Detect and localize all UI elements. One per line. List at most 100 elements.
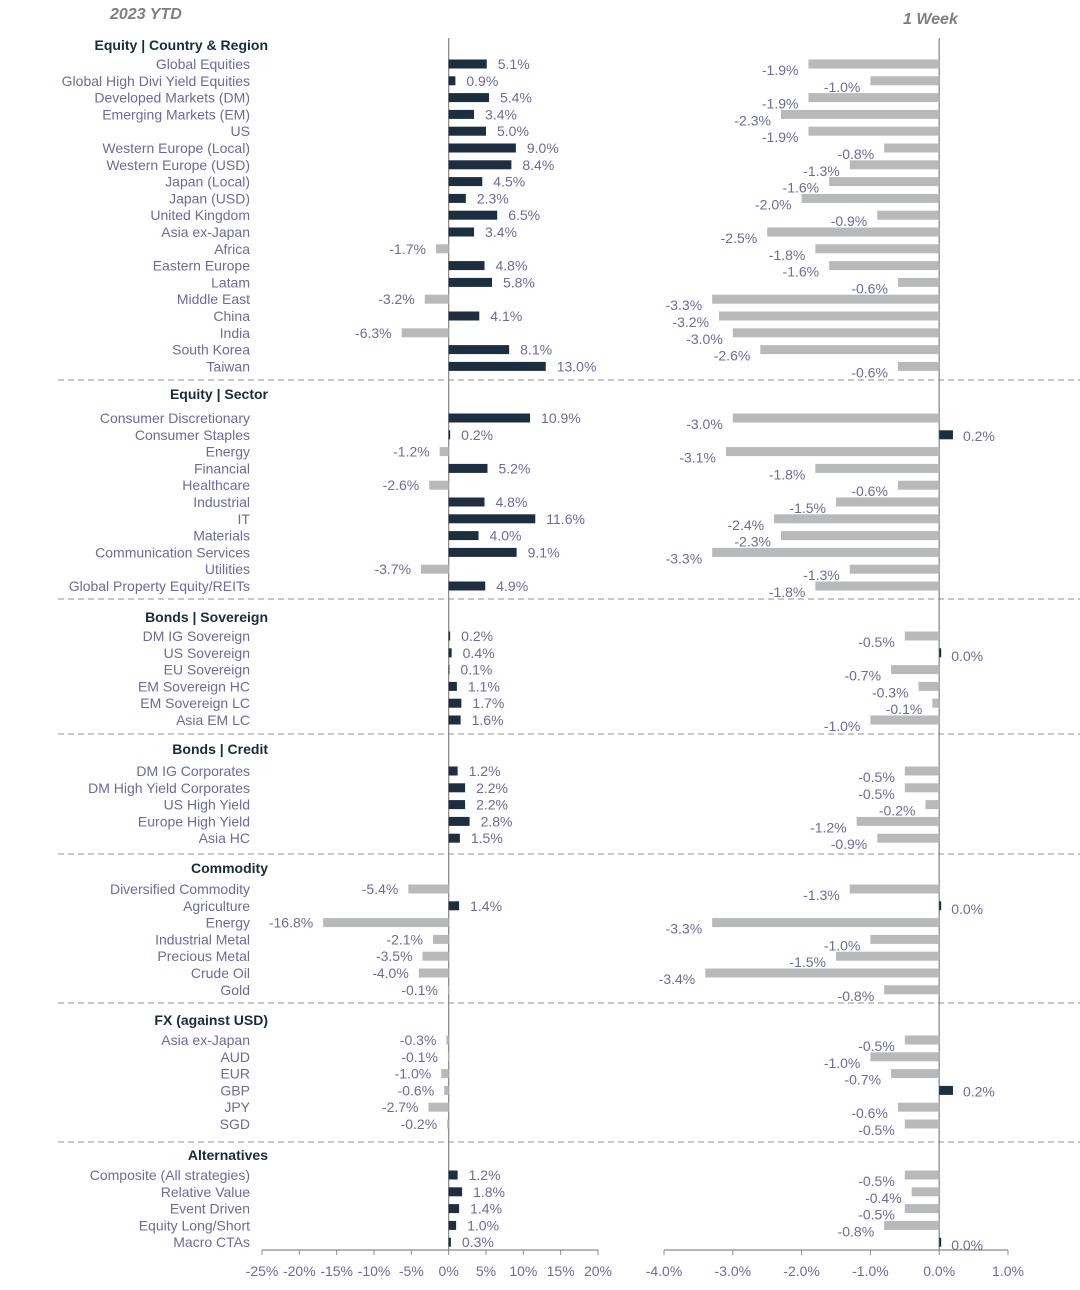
week-value-label: -0.7% [844,1072,881,1088]
ytd-bar-developed-markets-dm [448,93,489,103]
week-value-label: -2.3% [734,112,771,128]
ytd-value-label: -1.2% [393,444,430,460]
ytd-value-label: -1.7% [389,241,426,257]
ytd-value-label: -3.5% [376,948,413,964]
week-bar-gold [884,985,940,995]
week-bar-europe-high-yield [856,816,940,826]
category-label-agriculture: Agriculture [183,898,250,914]
ytd-bar-china [448,311,480,321]
ytd-value-label: 1.4% [470,1201,502,1217]
ytd-value-label: 2.3% [477,190,509,206]
category-label-taiwan: Taiwan [206,358,250,374]
week-value-label: -1.6% [783,264,820,280]
ytd-bar-event-driven [448,1204,460,1214]
category-label-emerging-markets-em: Emerging Markets (EM) [102,106,250,122]
ytd-value-label: 5.2% [498,460,530,476]
ytd-value-label: -3.2% [378,291,415,307]
ytd-value-label: 2.2% [476,780,508,796]
category-label-global-high-divi-yield-equities: Global High Divi Yield Equities [62,73,250,89]
week-bar-dm-high-yield-corporates [904,783,940,793]
week-value-label: -0.9% [831,836,868,852]
week-value-label: -1.2% [810,819,847,835]
week-bar-western-europe-usd [849,160,940,170]
week-bar-japan-usd [801,193,940,203]
category-label-united-kingdom: United Kingdom [150,207,250,223]
ytd-value-label: -2.6% [383,477,420,493]
week-tick-label: -4.0% [646,1263,683,1279]
category-label-europe-high-yield: Europe High Yield [138,813,250,829]
ytd-value-label: 1.5% [471,830,503,846]
week-bar-asia-ex-japan [904,1035,940,1045]
category-label-us-high-yield: US High Yield [164,797,250,813]
ytd-bar-western-europe-local [448,143,516,153]
week-value-label: -1.8% [769,247,806,263]
ytd-value-label: 1.4% [470,898,502,914]
ytd-value-label: 4.1% [490,308,522,324]
category-label-japan-usd: Japan (USD) [169,190,250,206]
week-bar-equity-long-short [884,1220,940,1230]
ytd-value-label: 1.2% [469,1167,501,1183]
ytd-bar-latam [448,277,492,287]
ytd-bar-em-sovereign-lc [448,698,462,708]
week-value-label: -1.9% [762,96,799,112]
week-bar-relative-value [911,1187,940,1197]
ytd-value-label: 1.2% [469,763,501,779]
category-label-consumer-staples: Consumer Staples [135,427,250,443]
ytd-bar-utilities [421,564,449,574]
week-value-label: -0.5% [858,1207,895,1223]
section-header-bonds-credit: Bonds | Credit [172,741,268,757]
week-bar-composite-all-strategies [904,1170,940,1180]
ytd-bar-em-sovereign-hc [448,681,457,691]
week-value-label: -0.5% [858,1122,895,1138]
week-bar-it [774,514,940,524]
ytd-bar-asia-ex-japan [446,1035,449,1045]
week-bar-financial [815,463,940,473]
ytd-bar-energy [439,447,449,457]
ytd-bar-us-high-yield [448,800,466,810]
week-tick-label: -3.0% [715,1263,752,1279]
week-bar-industrial-metal [870,934,940,944]
ytd-value-label: -2.7% [382,1099,419,1115]
category-label-em-sovereign-hc: EM Sovereign HC [138,678,250,694]
ytd-bar-south-korea [448,345,510,355]
week-bar-japan-local [829,177,940,187]
ytd-bar-healthcare [429,480,449,490]
category-label-aud: AUD [220,1049,250,1065]
ytd-bar-consumer-staples [448,430,451,440]
week-value-label: -3.0% [686,416,723,432]
week-bar-macro-ctas [939,1237,942,1247]
category-label-industrial-metal: Industrial Metal [155,931,250,947]
week-bar-sgd [904,1119,940,1129]
category-label-dm-ig-sovereign: DM IG Sovereign [143,628,250,644]
category-label-equity-long-short: Equity Long/Short [139,1217,250,1233]
category-label-event-driven: Event Driven [170,1201,250,1217]
category-label-precious-metal: Precious Metal [157,948,250,964]
week-value-label: -1.0% [824,718,861,734]
week-bar-gbp [939,1085,953,1095]
axes: -25% -20% -15% -10% -5% 0% 5% 10% 15% 20% -4.0% -3.… [246,38,1024,1279]
ytd-value-label: 5.1% [498,56,530,72]
ytd-bar-eastern-europe [448,261,485,271]
ytd-bar-consumer-discretionary [448,413,531,423]
week-bar-eur [891,1069,940,1079]
category-label-gbp: GBP [220,1082,250,1098]
week-value-label: -0.2% [879,803,916,819]
week-bar-aud [870,1052,940,1062]
category-label-eu-sovereign: EU Sovereign [164,662,250,678]
ytd-value-label: 2.8% [481,813,513,829]
category-label-western-europe-usd: Western Europe (USD) [106,157,250,173]
category-label-healthcare: Healthcare [182,477,250,493]
ytd-bar-relative-value [448,1187,463,1197]
ytd-bar-middle-east [424,294,449,304]
week-bar-asia-em-lc [870,715,940,725]
ytd-bar-diversified-commodity [408,884,449,894]
week-value-label: -0.5% [858,1173,895,1189]
week-value-label: -3.3% [666,921,703,937]
ytd-bar-it [448,514,536,524]
week-value-label: 0.2% [963,428,995,444]
ytd-value-label: -0.3% [400,1032,437,1048]
category-label-consumer-discretionary: Consumer Discretionary [100,410,250,426]
ytd-bar-gbp [444,1085,449,1095]
ytd-value-label: 9.0% [527,140,559,156]
week-bar-asia-hc [877,833,940,843]
